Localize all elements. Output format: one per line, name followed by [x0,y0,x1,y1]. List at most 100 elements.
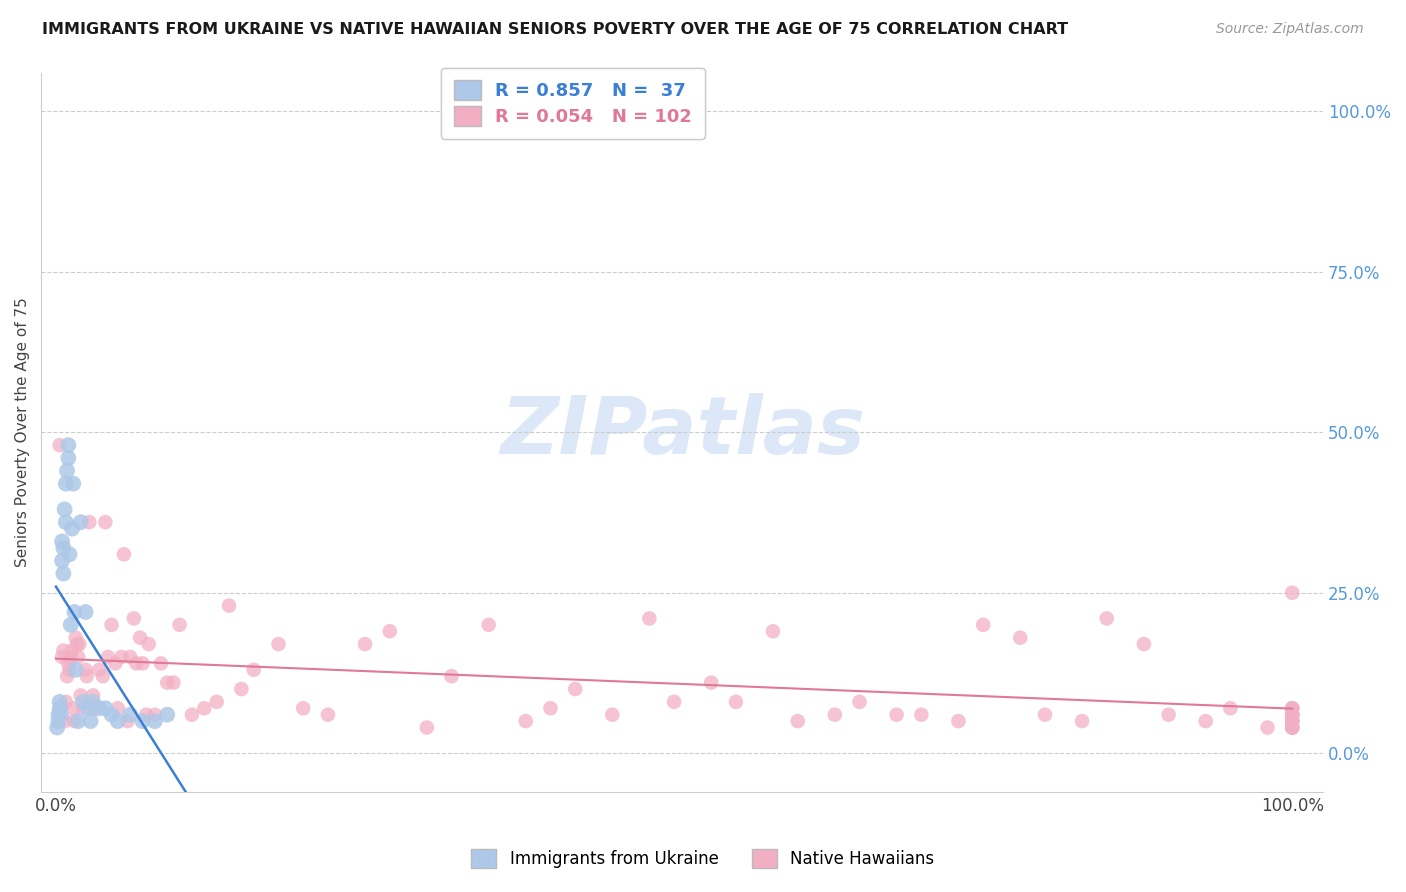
Point [1281,586,1303,600]
Point [51,534,73,549]
Point [181,707,204,722]
Point [58,438,80,452]
Point [69,515,91,529]
Legend: Immigrants from Ukraine, Native Hawaiians: Immigrants from Ukraine, Native Hawaiian… [465,843,941,875]
Point [1133,637,1156,651]
Point [1095,611,1118,625]
Point [1281,707,1303,722]
Point [564,681,586,696]
Point [1281,714,1303,728]
Point [76,669,98,683]
Point [62,476,84,491]
Point [84,701,107,715]
Point [72,695,94,709]
Point [110,649,132,664]
Point [59,649,82,664]
Point [129,631,152,645]
Point [700,675,723,690]
Point [51,554,73,568]
Point [231,681,253,696]
Point [1256,721,1278,735]
Point [156,675,179,690]
Text: Source: ZipAtlas.com: Source: ZipAtlas.com [1216,22,1364,37]
Text: ZIPatlas: ZIPatlas [499,393,865,471]
Point [948,714,970,728]
Point [1195,714,1218,728]
Point [762,624,785,639]
Point [59,618,82,632]
Point [1219,701,1241,715]
Point [292,701,315,715]
Point [1281,721,1303,735]
Point [1033,707,1056,722]
Point [1071,714,1094,728]
Point [972,618,994,632]
Point [1281,707,1303,722]
Point [1281,714,1303,728]
Point [354,637,377,651]
Point [48,714,70,728]
Point [540,701,562,715]
Point [316,707,339,722]
Point [48,707,70,722]
Point [67,649,90,664]
Point [79,714,101,728]
Point [48,695,70,709]
Point [52,643,75,657]
Point [46,721,69,735]
Point [1281,701,1303,715]
Point [100,707,122,722]
Point [75,663,97,677]
Point [1281,707,1303,722]
Point [1281,721,1303,735]
Point [1281,714,1303,728]
Point [94,701,117,715]
Point [131,714,153,728]
Point [58,663,80,677]
Point [1281,714,1303,728]
Point [58,657,80,671]
Point [1281,707,1303,722]
Point [440,669,463,683]
Point [242,663,264,677]
Point [120,707,142,722]
Point [600,707,623,722]
Point [49,707,72,722]
Point [72,701,94,715]
Point [1010,631,1032,645]
Point [55,695,77,709]
Point [515,714,537,728]
Point [205,695,228,709]
Point [51,649,73,664]
Point [162,675,184,690]
Point [218,599,240,613]
Point [143,714,166,728]
Point [107,714,129,728]
Point [65,663,87,677]
Point [56,669,79,683]
Point [66,637,89,651]
Point [112,547,135,561]
Point [135,707,157,722]
Point [48,438,70,452]
Point [82,689,104,703]
Point [125,657,148,671]
Point [79,515,101,529]
Point [131,657,153,671]
Point [193,701,215,715]
Point [89,663,111,677]
Point [1281,707,1303,722]
Point [89,701,111,715]
Text: IMMIGRANTS FROM UKRAINE VS NATIVE HAWAIIAN SENIORS POVERTY OVER THE AGE OF 75 CO: IMMIGRANTS FROM UKRAINE VS NATIVE HAWAII… [42,22,1069,37]
Point [143,707,166,722]
Point [478,618,501,632]
Point [1157,707,1180,722]
Point [75,605,97,619]
Point [1281,714,1303,728]
Point [662,695,685,709]
Point [117,714,139,728]
Point [97,649,120,664]
Point [910,707,932,722]
Point [60,522,83,536]
Point [55,476,77,491]
